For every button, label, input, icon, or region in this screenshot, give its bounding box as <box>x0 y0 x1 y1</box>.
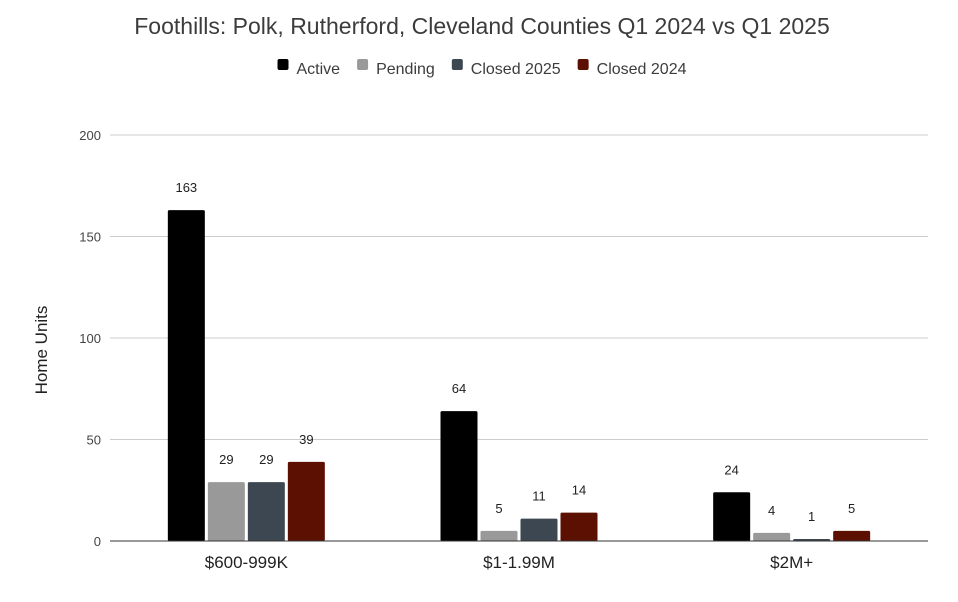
bar-active[interactable] <box>440 411 478 541</box>
bar-closed-2024[interactable] <box>560 512 598 541</box>
gridlines <box>110 134 928 440</box>
y-axis-ticks: 0 50 100 150 200 <box>79 128 101 549</box>
x-category-label: $600-999K <box>205 553 289 572</box>
data-labels: 163 29 29 39 64 5 11 14 24 4 1 5 <box>175 180 855 524</box>
bar-closed-2024[interactable] <box>833 530 871 541</box>
data-label: 29 <box>219 452 233 467</box>
data-label: 1 <box>808 509 815 524</box>
bar-closed-2025[interactable] <box>793 538 831 541</box>
data-label: 4 <box>768 503 775 518</box>
data-label: 5 <box>848 501 855 516</box>
legend-label[interactable]: Closed 2025 <box>471 61 561 78</box>
y-tick-label: 0 <box>94 534 101 549</box>
x-category-label: $2M+ <box>770 553 813 572</box>
bar-closed-2025[interactable] <box>247 482 285 541</box>
bar-pending[interactable] <box>480 530 518 541</box>
bar-closed-2025[interactable] <box>520 518 558 541</box>
chart-title: Foothills: Polk, Rutherford, Cleveland C… <box>134 13 830 39</box>
y-tick-label: 100 <box>79 331 101 346</box>
legend-swatch <box>277 59 289 70</box>
y-tick-label: 200 <box>79 128 101 143</box>
legend-swatch <box>451 59 463 70</box>
bar-pending[interactable] <box>753 532 791 541</box>
data-label: 64 <box>452 381 466 396</box>
x-axis-categories: $600-999K $1-1.99M $2M+ <box>205 553 813 572</box>
legend-label[interactable]: Closed 2024 <box>597 61 687 78</box>
legend-label[interactable]: Pending <box>376 61 435 78</box>
bar-active[interactable] <box>713 492 751 541</box>
legend-label[interactable]: Active <box>297 61 341 78</box>
bar-closed-2024[interactable] <box>287 461 325 541</box>
bar-pending[interactable] <box>207 482 245 541</box>
data-label: 29 <box>259 452 273 467</box>
y-tick-label: 50 <box>87 433 101 448</box>
data-label: 24 <box>724 462 738 477</box>
data-label: 11 <box>532 489 546 504</box>
data-label: 14 <box>572 483 586 498</box>
x-category-label: $1-1.99M <box>483 553 555 572</box>
y-tick-label: 150 <box>79 230 101 245</box>
legend-swatch <box>357 59 369 70</box>
data-label: 39 <box>299 432 313 447</box>
data-label: 163 <box>175 180 197 195</box>
y-axis-label: Home Units <box>32 306 51 395</box>
bars <box>167 210 871 542</box>
data-label: 5 <box>495 501 502 516</box>
legend-swatch <box>577 59 589 70</box>
bar-active[interactable] <box>167 210 205 542</box>
legend: Active Pending Closed 2025 Closed 2024 <box>277 59 687 78</box>
